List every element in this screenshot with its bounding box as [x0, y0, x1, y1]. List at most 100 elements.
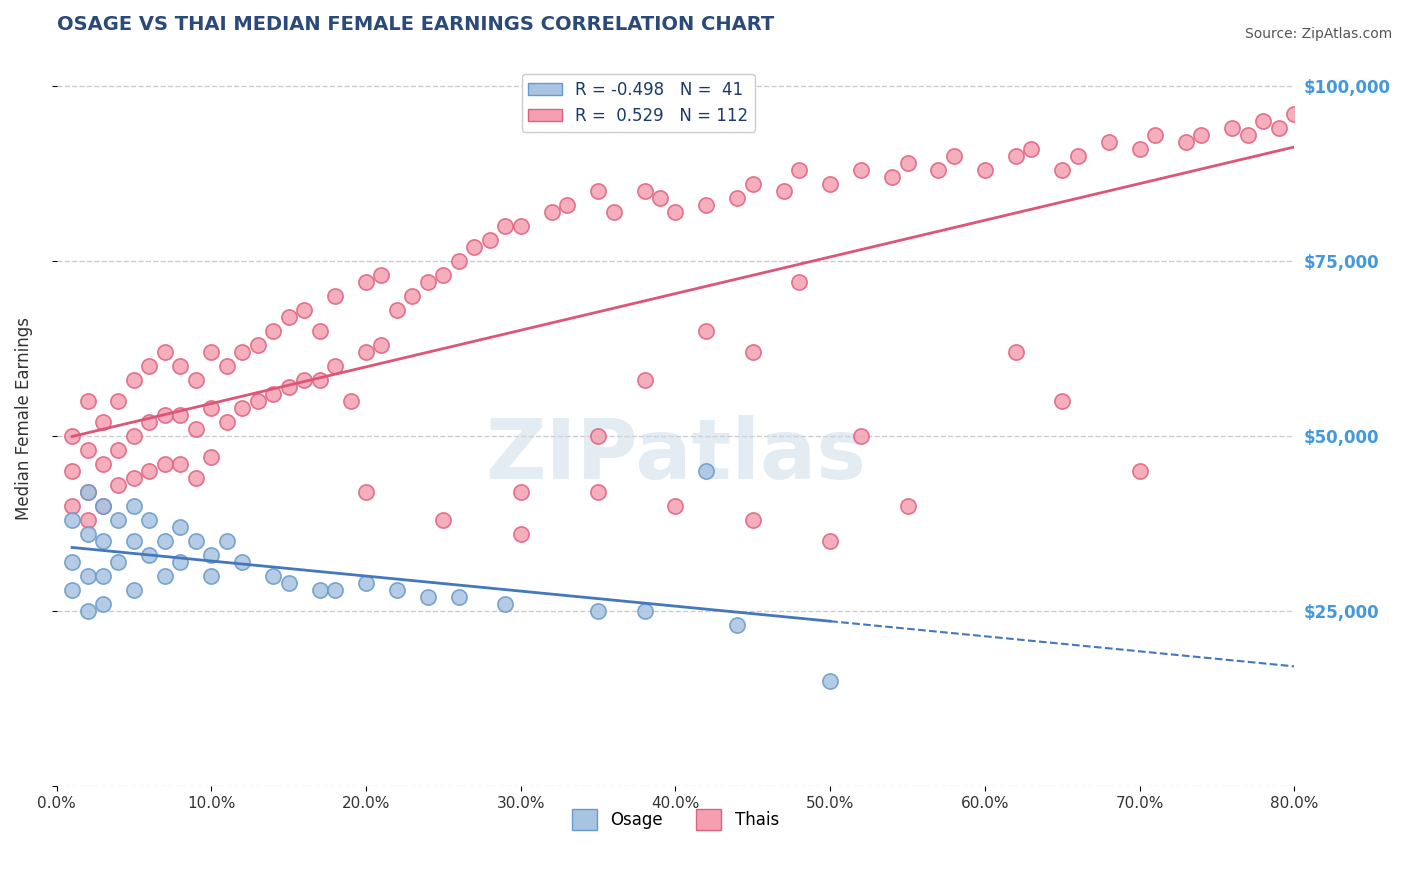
Point	[76, 393, 98, 408]
Point	[153, 457, 176, 471]
Point	[292, 302, 315, 317]
Point	[385, 582, 408, 597]
Point	[494, 219, 516, 233]
Point	[1253, 113, 1275, 128]
Point	[308, 582, 330, 597]
Point	[695, 464, 717, 478]
Point	[1129, 142, 1152, 156]
Point	[246, 338, 269, 352]
Text: OSAGE VS THAI MEDIAN FEMALE EARNINGS CORRELATION CHART: OSAGE VS THAI MEDIAN FEMALE EARNINGS COR…	[56, 15, 773, 34]
Point	[231, 401, 253, 415]
Point	[741, 344, 763, 359]
Point	[60, 513, 83, 527]
Point	[107, 555, 129, 569]
Point	[262, 569, 284, 583]
Point	[184, 422, 207, 436]
Y-axis label: Median Female Earnings: Median Female Earnings	[15, 317, 32, 520]
Text: ZIPatlas: ZIPatlas	[485, 415, 866, 496]
Point	[91, 415, 114, 429]
Point	[942, 149, 965, 163]
Point	[586, 429, 609, 443]
Point	[1129, 464, 1152, 478]
Point	[184, 373, 207, 387]
Point	[432, 268, 454, 282]
Point	[153, 533, 176, 548]
Point	[153, 569, 176, 583]
Point	[200, 344, 222, 359]
Point	[339, 393, 361, 408]
Point	[153, 408, 176, 422]
Point	[725, 617, 748, 632]
Point	[1004, 149, 1026, 163]
Point	[169, 555, 191, 569]
Point	[1222, 120, 1244, 135]
Point	[818, 533, 841, 548]
Point	[370, 338, 392, 352]
Point	[787, 275, 810, 289]
Point	[60, 555, 83, 569]
Point	[308, 373, 330, 387]
Point	[1284, 107, 1306, 121]
Point	[633, 184, 655, 198]
Point	[122, 471, 145, 485]
Point	[76, 484, 98, 499]
Point	[818, 673, 841, 688]
Point	[107, 478, 129, 492]
Point	[1268, 120, 1291, 135]
Point	[138, 548, 160, 562]
Point	[60, 499, 83, 513]
Point	[695, 198, 717, 212]
Point	[215, 415, 238, 429]
Point	[1097, 135, 1119, 149]
Point	[586, 604, 609, 618]
Point	[896, 499, 918, 513]
Point	[725, 191, 748, 205]
Point	[323, 582, 346, 597]
Point	[91, 457, 114, 471]
Point	[478, 233, 501, 247]
Point	[277, 575, 299, 590]
Point	[416, 590, 439, 604]
Point	[138, 464, 160, 478]
Point	[370, 268, 392, 282]
Point	[354, 575, 377, 590]
Legend: Osage, Thais: Osage, Thais	[565, 803, 786, 836]
Point	[169, 408, 191, 422]
Point	[76, 513, 98, 527]
Point	[880, 169, 903, 184]
Point	[432, 513, 454, 527]
Point	[1050, 162, 1073, 177]
Point	[849, 429, 872, 443]
Point	[664, 499, 686, 513]
Point	[849, 162, 872, 177]
Point	[246, 393, 269, 408]
Point	[60, 582, 83, 597]
Point	[292, 373, 315, 387]
Point	[200, 548, 222, 562]
Point	[401, 289, 423, 303]
Point	[509, 219, 531, 233]
Point	[648, 191, 671, 205]
Point	[664, 204, 686, 219]
Point	[277, 380, 299, 394]
Point	[153, 344, 176, 359]
Point	[1144, 128, 1167, 142]
Point	[91, 499, 114, 513]
Point	[1050, 393, 1073, 408]
Point	[354, 275, 377, 289]
Point	[447, 590, 470, 604]
Point	[200, 450, 222, 464]
Point	[122, 429, 145, 443]
Point	[787, 162, 810, 177]
Point	[200, 569, 222, 583]
Point	[586, 184, 609, 198]
Point	[122, 373, 145, 387]
Point	[91, 569, 114, 583]
Point	[169, 457, 191, 471]
Point	[107, 442, 129, 457]
Point	[231, 555, 253, 569]
Point	[184, 533, 207, 548]
Text: Source: ZipAtlas.com: Source: ZipAtlas.com	[1244, 27, 1392, 41]
Point	[215, 359, 238, 373]
Point	[169, 359, 191, 373]
